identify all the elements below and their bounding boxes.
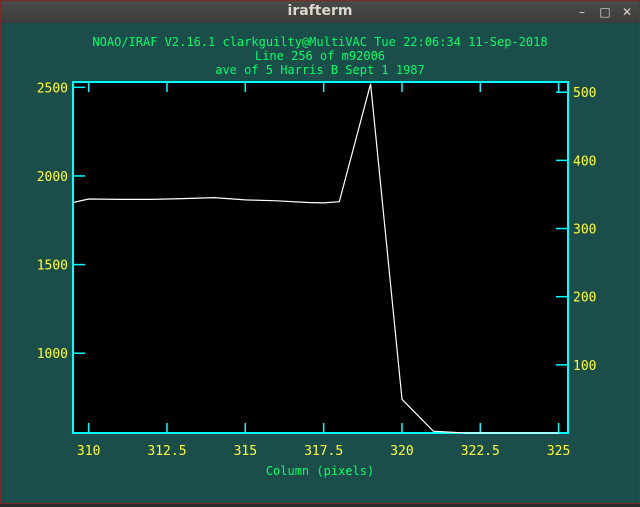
x-tick-label: 310 — [77, 444, 100, 459]
y2-tick-label: 500 — [573, 86, 596, 101]
plot-svg: NOAO/IRAF V2.16.1 clarkguilty@MultiVAC T… — [37, 35, 597, 478]
plot-frame — [72, 81, 569, 434]
y-axis-ticks: 1000 1500 2000 2500 — [37, 81, 85, 362]
plot-header-line3: ave of 5 Harris B Sept 1 1987 — [215, 63, 425, 77]
data-series — [72, 83, 559, 434]
y-tick-label: 1500 — [37, 259, 68, 274]
x-tick-label: 320 — [390, 444, 413, 459]
close-button[interactable]: ✕ — [621, 5, 633, 19]
maximize-button[interactable]: □ — [599, 5, 611, 19]
x-tick-label: 312.5 — [147, 444, 186, 459]
y-tick-label: 2000 — [37, 170, 68, 185]
series-line — [72, 83, 559, 434]
window-title: irafterm — [287, 3, 353, 19]
y-tick-label: 1000 — [37, 347, 68, 362]
title-bar[interactable]: irafterm – □ ✕ — [1, 1, 639, 23]
x-axis-ticks: 310 312.5 315 317.5 320 322.5 325 — [77, 82, 570, 459]
x-tick-label: 317.5 — [304, 444, 343, 459]
plot-header-line2: Line 256 of m92006 — [255, 49, 385, 63]
y2-tick-label: 100 — [573, 359, 596, 374]
x-tick-label: 322.5 — [461, 444, 500, 459]
y2-tick-label: 300 — [573, 223, 596, 238]
x-tick-label: 315 — [234, 444, 257, 459]
minimize-button[interactable]: – — [579, 5, 585, 19]
x-axis-label: Column (pixels) — [266, 464, 374, 478]
x-tick-label: 325 — [547, 444, 570, 459]
y-tick-label: 2500 — [37, 81, 68, 96]
y2-tick-label: 400 — [573, 154, 596, 169]
graphics-canvas[interactable]: NOAO/IRAF V2.16.1 clarkguilty@MultiVAC T… — [2, 23, 638, 503]
y2-tick-label: 200 — [573, 291, 596, 306]
plot-header-line1: NOAO/IRAF V2.16.1 clarkguilty@MultiVAC T… — [92, 35, 547, 49]
y2-axis-ticks: 100 200 300 400 500 — [556, 86, 596, 374]
